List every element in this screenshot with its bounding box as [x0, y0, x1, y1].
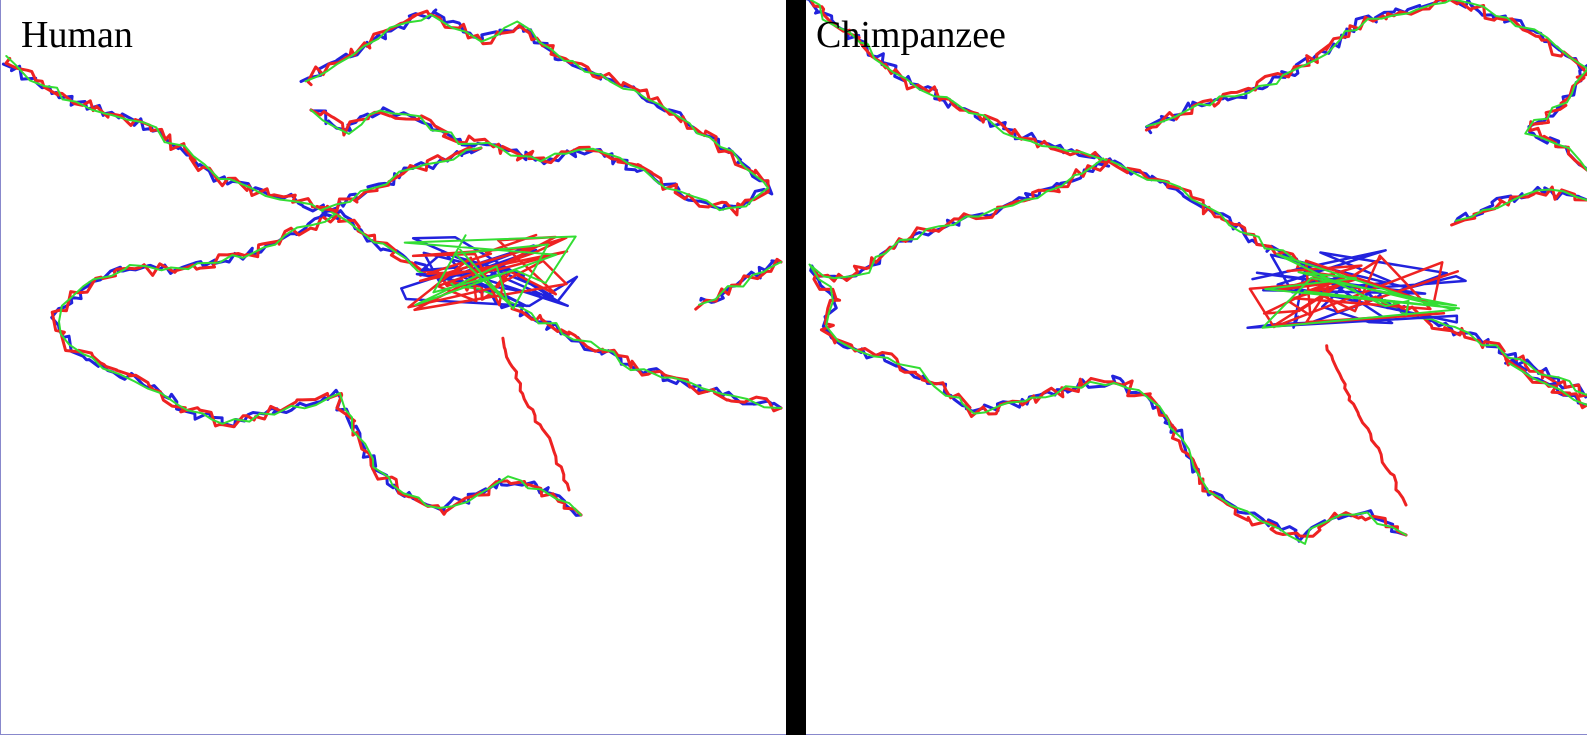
walk-main-red [809, 0, 1587, 398]
walk-arm-green [320, 147, 482, 211]
walk-main-green [808, 0, 1587, 396]
walk-arm-blue [319, 146, 483, 218]
walk-loop-blue [50, 213, 583, 517]
walk-side-red [1504, 357, 1587, 410]
walk-main-red [4, 56, 783, 413]
walk-cluster-red [306, 9, 770, 217]
walk-blob-green [403, 234, 577, 310]
human-label: Human [21, 14, 133, 56]
walk-cluster-blue [1145, 0, 1587, 172]
walk-loop-green [808, 157, 1407, 545]
walk-blob-blue [1246, 249, 1467, 330]
chimpanzee-walk-plot [806, 0, 1587, 545]
walk-blob-green [1261, 253, 1460, 329]
walk-cluster-green [1145, 0, 1587, 171]
walk-loop-red [50, 214, 583, 517]
walk-side-green [1508, 362, 1587, 406]
walk-main-green [5, 55, 782, 409]
walk-loop-green [58, 213, 582, 516]
walk-cluster-red [1144, 0, 1587, 172]
walk-main-blue [1, 62, 783, 410]
human-panel: Human [0, 0, 786, 735]
walk-side-red [694, 257, 783, 311]
human-walk-plot [1, 8, 783, 517]
walk-blob-red [407, 233, 569, 312]
walk-loop-red [812, 158, 1408, 538]
walk-arm-green [1454, 188, 1587, 222]
walk-cluster-green [304, 13, 769, 212]
chimpanzee-label: Chimpanzee [816, 14, 1006, 56]
panel-divider [786, 0, 806, 735]
walk-loop-blue [809, 162, 1408, 543]
walk-side-green [698, 261, 782, 306]
walk-spike [1325, 344, 1408, 507]
chimpanzee-panel: Chimpanzee [806, 0, 1587, 735]
walk-spike [501, 336, 571, 492]
